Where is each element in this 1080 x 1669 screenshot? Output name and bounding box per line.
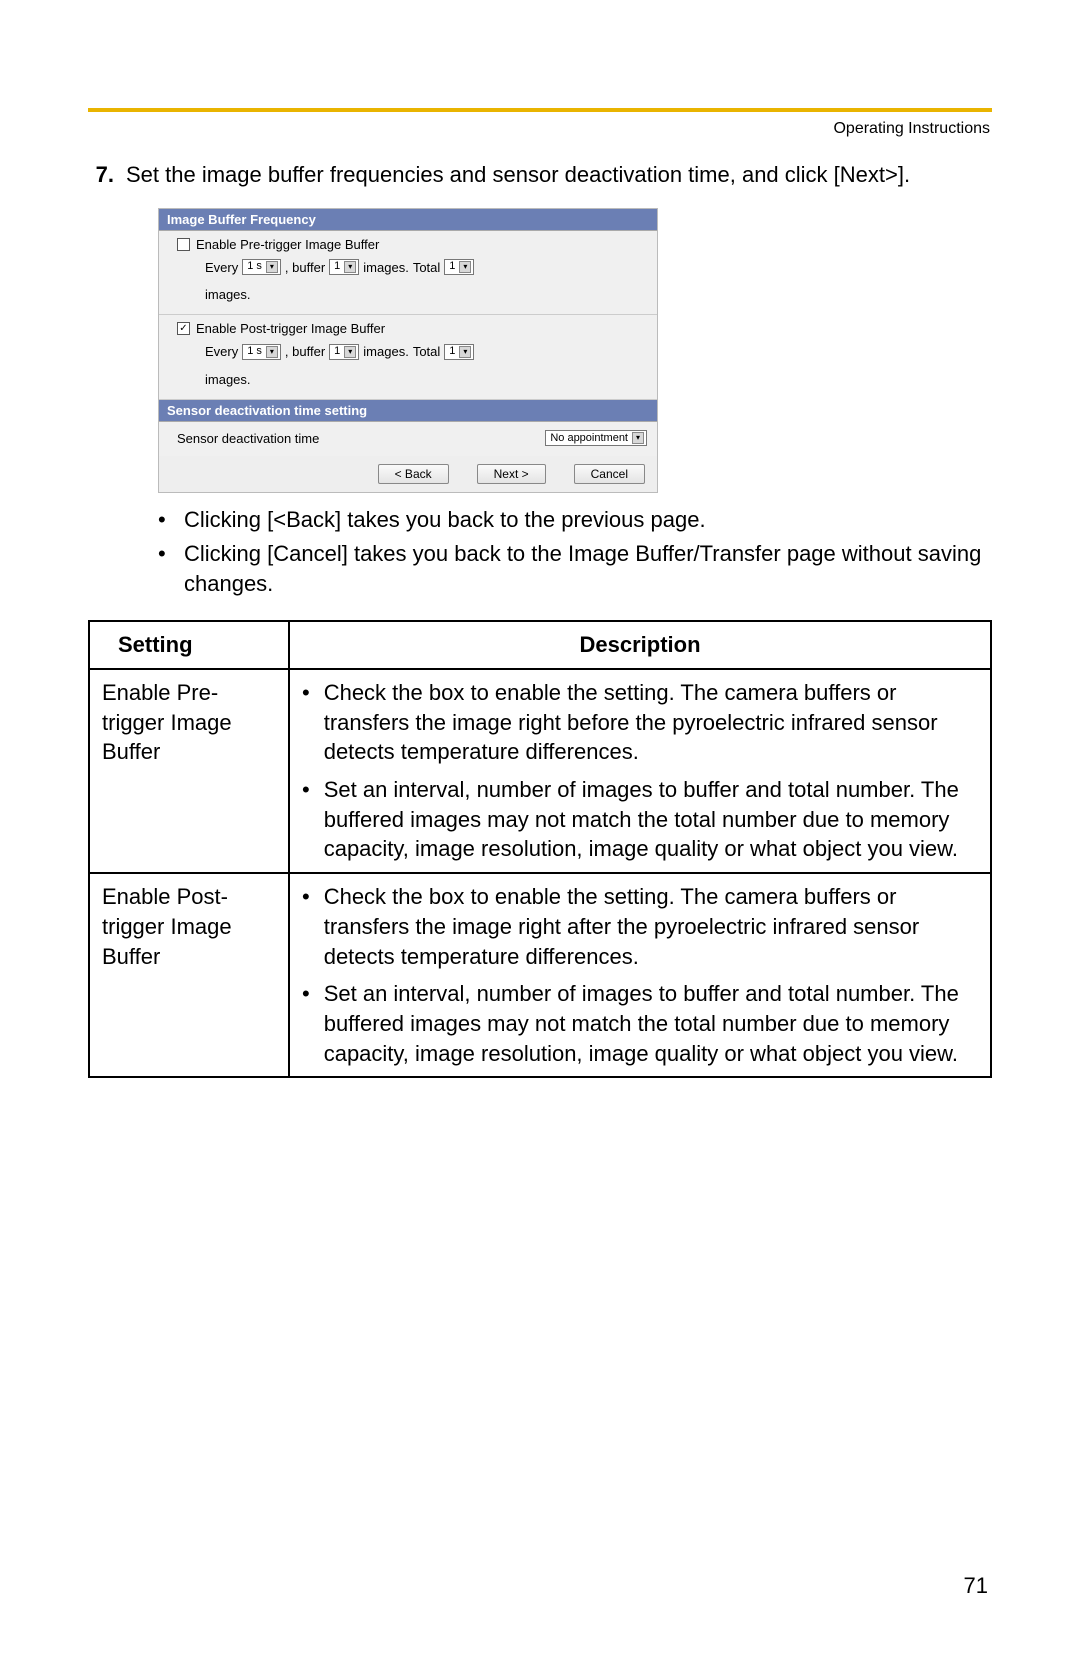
pre-buffer-prefix: , buffer	[285, 256, 325, 279]
post-total-value: 1	[449, 342, 455, 362]
desc-text: Set an interval, number of images to buf…	[324, 775, 978, 864]
top-rule	[88, 108, 992, 112]
post-images-word: images.	[363, 340, 409, 363]
step-number: 7.	[88, 160, 114, 190]
chevron-down-icon: ▾	[344, 261, 356, 273]
post-trigger-label: Enable Post-trigger Image Buffer	[196, 321, 385, 336]
list-item: • Clicking [Cancel] takes you back to th…	[158, 539, 992, 598]
pre-every-select[interactable]: 1 s ▾	[242, 259, 281, 275]
image-buffer-dialog: Image Buffer Frequency Enable Pre-trigge…	[158, 208, 658, 494]
desc-text: Check the box to enable the setting. The…	[324, 678, 978, 767]
sensor-select[interactable]: No appointment ▾	[545, 430, 647, 446]
notes-list: • Clicking [<Back] takes you back to the…	[158, 505, 992, 598]
pre-buffer-select[interactable]: 1 ▾	[329, 259, 359, 275]
setting-cell: Enable Post-trigger Image Buffer	[89, 873, 289, 1077]
chevron-down-icon: ▾	[632, 432, 644, 444]
back-button[interactable]: < Back	[378, 464, 449, 484]
setting-cell: Enable Pre-trigger Image Buffer	[89, 669, 289, 873]
col-description-header: Description	[289, 621, 991, 669]
note-text: Clicking [Cancel] takes you back to the …	[184, 539, 992, 598]
pre-images-word: images.	[363, 256, 409, 279]
chevron-down-icon: ▾	[344, 346, 356, 358]
post-every-prefix: Every	[205, 340, 238, 363]
post-trailing: images.	[205, 368, 647, 391]
bullet-icon: •	[302, 882, 310, 971]
pre-total-select[interactable]: 1 ▾	[444, 259, 474, 275]
bullet-icon: •	[158, 505, 170, 535]
sensor-row: Sensor deactivation time No appointment …	[159, 422, 657, 456]
dialog-buttons: < Back Next > Cancel	[159, 456, 657, 492]
description-cell: •Check the box to enable the setting. Th…	[289, 873, 991, 1077]
chevron-down-icon: ▾	[266, 261, 278, 273]
bullet-icon: •	[158, 539, 170, 598]
post-trigger-controls: Every 1 s ▾ , buffer 1 ▾ images. Total 1…	[205, 340, 647, 391]
post-every-select[interactable]: 1 s ▾	[242, 344, 281, 360]
pre-total-prefix: Total	[413, 256, 440, 279]
table-row: Enable Post-trigger Image Buffer •Check …	[89, 873, 991, 1077]
cancel-button[interactable]: Cancel	[574, 464, 645, 484]
chevron-down-icon: ▾	[266, 346, 278, 358]
sensor-label: Sensor deactivation time	[177, 431, 319, 446]
pre-every-prefix: Every	[205, 256, 238, 279]
post-every-value: 1 s	[247, 342, 262, 362]
post-trigger-checkbox[interactable]: ✓	[177, 322, 190, 335]
step-text: Set the image buffer frequencies and sen…	[126, 160, 992, 190]
sensor-value: No appointment	[550, 432, 628, 444]
pre-buffer-value: 1	[334, 257, 340, 277]
chevron-down-icon: ▾	[459, 261, 471, 273]
list-item: • Clicking [<Back] takes you back to the…	[158, 505, 992, 535]
pre-trailing: images.	[205, 283, 647, 306]
sensor-section-title: Sensor deactivation time setting	[159, 400, 657, 422]
settings-table: Setting Description Enable Pre-trigger I…	[88, 620, 992, 1078]
pre-trigger-controls: Every 1 s ▾ , buffer 1 ▾ images. Total 1…	[205, 256, 647, 307]
description-cell: •Check the box to enable the setting. Th…	[289, 669, 991, 873]
pre-trigger-block: Enable Pre-trigger Image Buffer Every 1 …	[159, 231, 657, 316]
post-trigger-block: ✓ Enable Post-trigger Image Buffer Every…	[159, 315, 657, 400]
desc-text: Check the box to enable the setting. The…	[324, 882, 978, 971]
header-label: Operating Instructions	[833, 120, 990, 138]
chevron-down-icon: ▾	[459, 346, 471, 358]
pre-every-value: 1 s	[247, 257, 262, 277]
bullet-icon: •	[302, 678, 310, 767]
post-buffer-value: 1	[334, 342, 340, 362]
step-7: 7. Set the image buffer frequencies and …	[88, 160, 992, 190]
post-total-prefix: Total	[413, 340, 440, 363]
pre-trigger-label: Enable Pre-trigger Image Buffer	[196, 237, 379, 252]
pre-total-value: 1	[449, 257, 455, 277]
post-buffer-prefix: , buffer	[285, 340, 325, 363]
bullet-icon: •	[302, 979, 310, 1068]
page: Operating Instructions 7. Set the image …	[0, 0, 1080, 1669]
note-text: Clicking [<Back] takes you back to the p…	[184, 505, 706, 535]
post-total-select[interactable]: 1 ▾	[444, 344, 474, 360]
desc-text: Set an interval, number of images to buf…	[324, 979, 978, 1068]
col-setting-header: Setting	[89, 621, 289, 669]
next-button[interactable]: Next >	[477, 464, 546, 484]
page-number: 71	[964, 1573, 988, 1599]
freq-section-title: Image Buffer Frequency	[159, 209, 657, 231]
bullet-icon: •	[302, 775, 310, 864]
content: 7. Set the image buffer frequencies and …	[88, 160, 992, 1078]
post-buffer-select[interactable]: 1 ▾	[329, 344, 359, 360]
pre-trigger-checkbox[interactable]	[177, 238, 190, 251]
table-row: Enable Pre-trigger Image Buffer •Check t…	[89, 669, 991, 873]
